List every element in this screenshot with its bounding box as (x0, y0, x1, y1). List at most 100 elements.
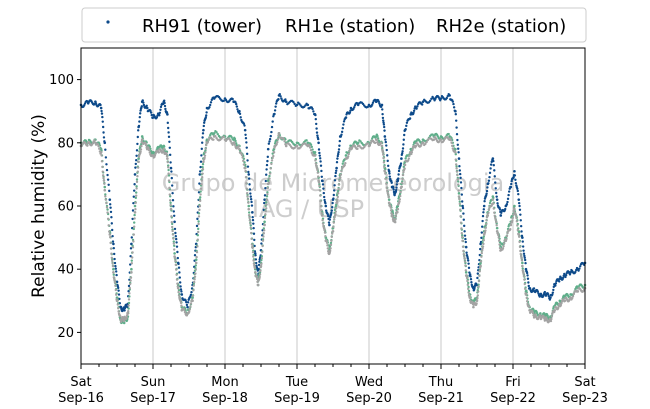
data-point-interp (100, 160, 104, 163)
data-point-interp (459, 176, 462, 180)
data-point-interp (206, 141, 209, 144)
y-axis-label: Relative humidity (%) (29, 114, 49, 298)
data-point (247, 204, 251, 208)
data-point-interp (284, 98, 287, 101)
data-point-interp (109, 241, 112, 245)
data-point-interp (252, 262, 256, 265)
data-point-interp (465, 251, 468, 254)
data-point-interp (127, 298, 131, 301)
data-point-interp (492, 164, 495, 167)
data-point-interp (353, 106, 356, 109)
data-point-interp (134, 207, 137, 211)
data-point-interp (518, 245, 522, 249)
data-point-interp (336, 154, 339, 158)
data-point-interp (128, 292, 131, 295)
data-point-interp (410, 151, 414, 154)
data-point-interp (361, 102, 365, 106)
data-point-interp (136, 142, 139, 146)
data-point-interp (135, 185, 138, 188)
data-point (266, 179, 270, 183)
data-point-interp (201, 165, 204, 169)
data-point-interp (230, 136, 233, 139)
data-point-interp (517, 235, 521, 238)
data-point-interp (131, 246, 135, 249)
data-point (176, 286, 180, 290)
data-point-interp (111, 228, 114, 232)
data-point-interp (277, 98, 280, 101)
data-point-interp (332, 193, 335, 197)
data-point-interp (385, 144, 388, 147)
data-point (108, 198, 112, 201)
data-point-interp (189, 305, 192, 308)
data-point-interp (249, 198, 253, 201)
data-point-interp (176, 256, 179, 260)
data-point-interp (396, 211, 399, 214)
data-point-interp (292, 100, 295, 104)
data-point-interp (320, 209, 323, 212)
data-point-interp (127, 290, 130, 293)
data-point-interp (497, 236, 500, 239)
data-point-interp (330, 239, 333, 242)
data-point-interp (132, 233, 135, 236)
data-point-interp (249, 192, 252, 195)
data-point-interp (450, 141, 453, 144)
x-tick-day-4: Wed (355, 375, 383, 390)
data-point-interp (321, 183, 325, 186)
data-point-interp (104, 148, 107, 151)
data-point-interp (171, 184, 174, 187)
data-point-interp (394, 215, 398, 218)
data-point-interp (134, 201, 137, 205)
data-point-interp (273, 109, 277, 112)
data-point-interp (102, 136, 106, 139)
data-point-interp (194, 264, 197, 267)
data-point-interp (272, 115, 275, 118)
data-point (403, 163, 407, 167)
data-point-interp (397, 173, 400, 176)
data-point (328, 223, 331, 227)
data-point-interp (202, 124, 205, 128)
data-point (253, 252, 257, 255)
data-point-interp (480, 255, 483, 258)
data-point-interp (170, 215, 173, 218)
data-point-interp (244, 169, 247, 173)
data-point-interp (134, 166, 137, 169)
data-point-interp (465, 276, 469, 280)
data-point-interp (201, 163, 205, 166)
data-point-interp (201, 176, 204, 179)
data-point-interp (459, 172, 462, 176)
data-point-interp (386, 191, 389, 195)
data-point (126, 312, 130, 315)
data-point-interp (106, 208, 109, 211)
data-point-interp (169, 203, 172, 207)
data-point-interp (238, 112, 242, 116)
data-point-interp (477, 279, 481, 283)
data-point-interp (252, 222, 255, 225)
data-point-interp (268, 172, 272, 175)
data-point-interp (325, 241, 329, 244)
data-point-interp (128, 295, 131, 298)
data-point-interp (463, 257, 466, 260)
data-point-interp (460, 193, 463, 196)
data-point-interp (412, 109, 416, 113)
data-point-interp (492, 202, 495, 205)
data-point (464, 271, 468, 274)
data-point-interp (467, 291, 470, 294)
watermark-line-2: IAG / USP (252, 195, 364, 223)
data-point (202, 128, 205, 132)
data-point-interp (235, 102, 238, 106)
legend-box (81, 7, 587, 43)
data-point-interp (251, 218, 255, 222)
data-point-interp (259, 269, 262, 273)
data-point-interp (228, 138, 231, 141)
data-point-interp (488, 171, 492, 175)
data-point-interp (536, 290, 539, 293)
data-point-interp (323, 198, 326, 202)
data-point (238, 147, 241, 151)
data-point-interp (102, 131, 105, 134)
data-point-interp (340, 130, 344, 134)
data-point-interp (511, 219, 514, 222)
data-point-interp (86, 144, 89, 147)
data-point-interp (402, 138, 405, 141)
data-point-interp (486, 186, 489, 189)
data-point (387, 201, 391, 205)
